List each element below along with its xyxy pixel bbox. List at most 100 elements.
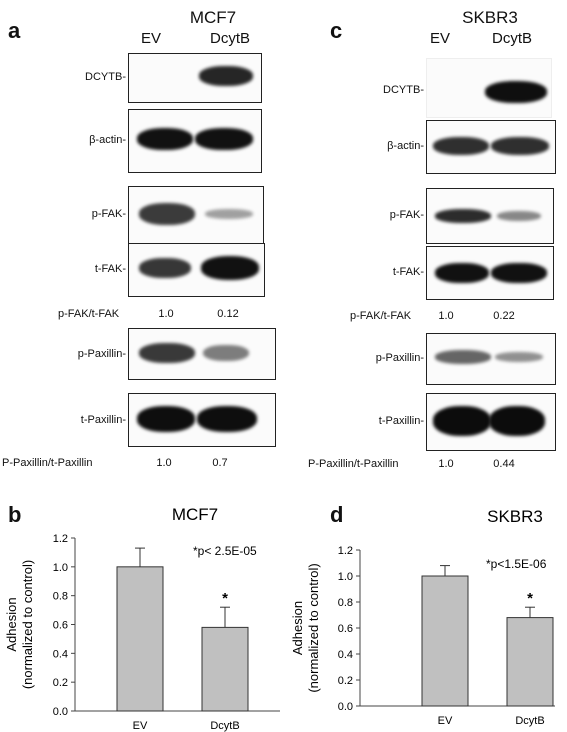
band-c-actin-dcytb (491, 137, 549, 155)
blot-label-a-actin: β-actin- (89, 134, 126, 146)
blot-ppaxillin-a (128, 328, 276, 380)
y-tick-label: 0.6 (338, 623, 353, 635)
band-c-tpax-dcytb (489, 406, 545, 436)
chart-title: MCF7 (172, 505, 218, 524)
significance-annotation: *p<1.5E-06 (486, 557, 547, 571)
band-c-tpax-ev (433, 406, 491, 436)
blot-label-c-pfak: p-FAK- (389, 209, 424, 221)
bar-chart-b: MCF7 *p< 2.5E-05 0.0 0.2 0.4 0.6 0.8 1.0 1.2 Adhe… (4, 505, 280, 732)
quant-value-c-pax-ev: 1.0 (438, 458, 454, 470)
quant-value-c-pax-dcytb: 0.44 (493, 458, 515, 470)
band-c-pfak-dcytb (497, 211, 541, 221)
band-c-tfak-dcytb (491, 263, 547, 283)
bar (506, 617, 554, 707)
y-tick-label: 0.4 (338, 649, 353, 661)
quant-label-a-fak: p-FAK/t-FAK (58, 308, 120, 320)
y-tick-label: 0.2 (53, 677, 68, 689)
significance-star: * (527, 590, 533, 607)
chart-title: SKBR3 (487, 507, 543, 526)
blot-tpaxillin-a (128, 393, 276, 447)
panel-c-title: SKBR3 (462, 8, 518, 27)
bar (201, 626, 249, 712)
y-tick-label: 1.2 (338, 545, 353, 557)
quant-value-a-pax-ev: 1.0 (156, 457, 172, 469)
blot-pfak-c (426, 188, 554, 244)
quant-value-c-fak-ev: 1.0 (438, 310, 454, 322)
band-a-tpax-dcytb (197, 406, 257, 432)
blot-pfak-a (128, 186, 264, 244)
x-tick-label: EV (438, 715, 453, 727)
x-tick-label: DcytB (515, 715, 544, 727)
y-tick-label: 1.0 (53, 562, 68, 574)
blot-tfak-c (426, 246, 554, 300)
quant-label-c-fak: p-FAK/t-FAK (350, 310, 412, 322)
y-axis-label: Adhesion (4, 597, 19, 651)
band-c-ppax-dcytb (495, 352, 543, 362)
band-a-ppax-dcytb (203, 345, 249, 361)
blot-dcytb-c (426, 58, 552, 118)
panel-a-title: MCF7 (189, 8, 237, 27)
band-c-tfak-ev (435, 263, 489, 283)
y-tick-label: 0.2 (338, 675, 353, 687)
y-tick-label: 0.0 (53, 706, 68, 718)
y-tick-label: 0.8 (338, 597, 353, 609)
blot-label-c-ppaxillin: p-Paxillin- (375, 352, 424, 364)
y-tick-label: 0.0 (338, 701, 353, 713)
quant-value-c-fak-dcytb: 0.22 (493, 310, 515, 322)
blot-tfak-a (128, 243, 265, 297)
lane-label-dcytb-c: DcytB (491, 30, 532, 47)
blot-tpaxillin-c (426, 393, 556, 451)
blot-label-a-pfak: p-FAK- (91, 208, 126, 220)
quant-value-a-pax-dcytb: 0.7 (212, 457, 228, 469)
bar (421, 575, 469, 707)
band-c-actin-ev (433, 137, 489, 155)
y-tick-label: 0.6 (53, 620, 68, 632)
blot-label-c-tpaxillin: t-Paxillin- (378, 415, 424, 427)
blot-label-c-tfak: t-FAK- (392, 266, 424, 278)
y-tick-label: 1.0 (338, 571, 353, 583)
y-tick-label: 0.4 (53, 648, 68, 660)
band-c-ppax-ev (435, 350, 491, 364)
blot-label-c-dcytb: DCYTB- (383, 84, 424, 96)
band-a-pfak-ev (139, 203, 195, 225)
blot-actin-c (426, 120, 556, 174)
band-a-tfak-dcytb (201, 256, 259, 280)
lane-label-ev-a: EV (140, 30, 161, 47)
blot-label-c-actin: β-actin- (387, 140, 424, 152)
significance-annotation: *p< 2.5E-05 (193, 544, 257, 558)
quant-value-a-fak-ev: 1.0 (158, 308, 174, 320)
band-a-ppax-ev (139, 343, 195, 363)
band-a-tfak-ev (139, 258, 191, 278)
panel-letter-d: d (330, 502, 344, 527)
band-c-dcytb-dcytb (485, 81, 547, 103)
bar (116, 566, 164, 712)
y-tick-label: 1.2 (53, 533, 68, 545)
y-axis-label-sub: (normalized to control) (306, 563, 321, 692)
lane-label-dcytb-a: DcytB (209, 30, 250, 47)
blot-label-a-tfak: t-FAK- (94, 263, 126, 275)
panel-letter-c: c (330, 18, 343, 43)
band-c-pfak-ev (435, 209, 491, 223)
blot-dcytb-a (128, 53, 262, 103)
band-a-tpax-ev (137, 406, 195, 432)
x-tick-label: EV (133, 720, 148, 732)
band-a-pfak-dcytb (205, 209, 253, 219)
y-tick-label: 0.8 (53, 591, 68, 603)
bar-chart-d: SKBR3 *p<1.5E-06 0.0 0.2 0.4 0.6 0.8 1.0 1.2 Adhe… (290, 507, 555, 727)
quant-label-c-pax: P-Paxillin/t-Paxillin (308, 458, 399, 470)
blot-ppaxillin-c (426, 333, 556, 385)
band-a-actin-ev (137, 128, 193, 150)
panel-letter-b: b (8, 502, 22, 527)
blot-label-a-dcytb: DCYTB- (85, 71, 126, 83)
x-tick-label: DcytB (210, 720, 239, 732)
quant-label-a-pax: P-Paxillin/t-Paxillin (2, 457, 93, 469)
quant-value-a-fak-dcytb: 0.12 (217, 308, 239, 320)
y-axis-label-sub: (normalized to control) (20, 560, 35, 689)
blot-label-a-tpaxillin: t-Paxillin- (80, 414, 126, 426)
band-a-actin-dcytb (195, 128, 253, 150)
blot-label-a-ppaxillin: p-Paxillin- (77, 348, 126, 360)
significance-star: * (222, 590, 228, 607)
lane-label-ev-c: EV (429, 30, 450, 47)
panel-letter-a: a (8, 18, 21, 43)
blot-actin-a (128, 109, 262, 173)
